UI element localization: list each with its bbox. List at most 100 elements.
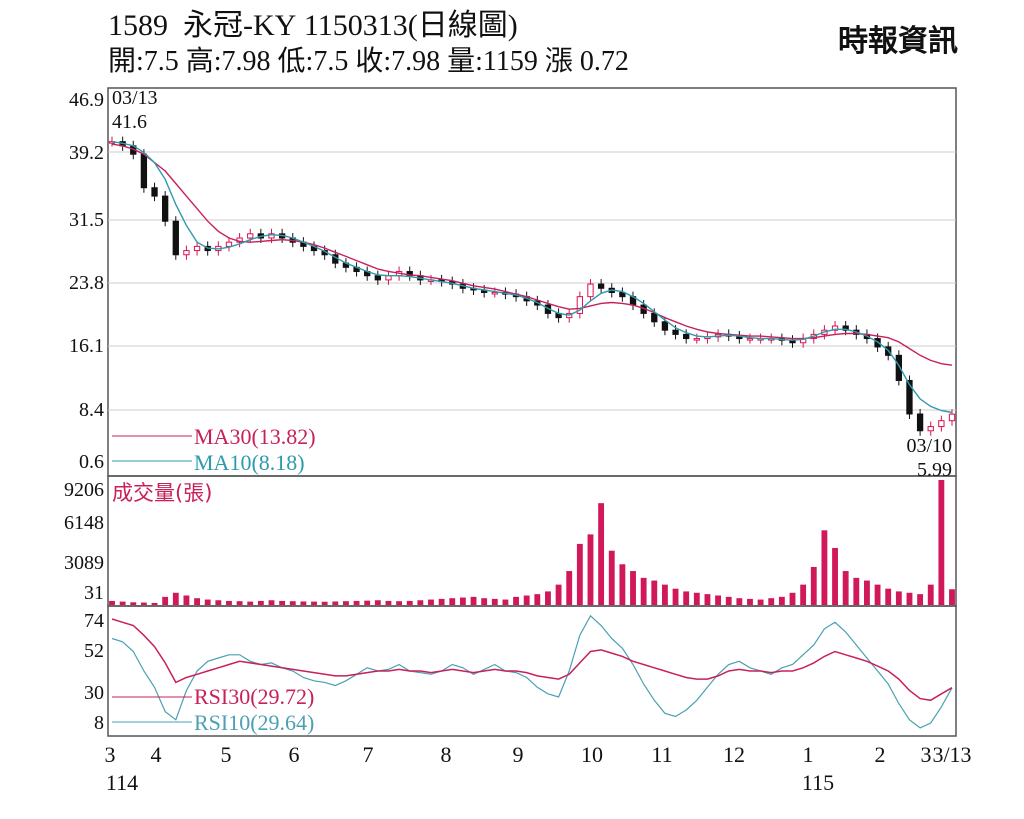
volume-bar <box>938 480 945 605</box>
volume-bar <box>800 584 807 605</box>
volume-bar <box>576 543 583 605</box>
volume-bar <box>438 598 445 605</box>
volume-bar <box>885 588 892 605</box>
volume-bar <box>810 566 817 605</box>
volume-bar <box>226 600 232 605</box>
volume-bar <box>491 598 498 605</box>
candle-body <box>587 283 594 298</box>
volume-bar <box>364 600 371 605</box>
volume-bar <box>353 600 360 605</box>
price-tick: 31.5 <box>69 209 104 231</box>
volume-bar <box>396 601 403 605</box>
candle-body <box>172 220 179 256</box>
candle-body <box>491 291 498 295</box>
candle-body <box>151 187 158 197</box>
volume-bar <box>672 588 679 605</box>
candle-body <box>916 413 924 432</box>
candle-body <box>906 379 913 415</box>
chart-date: 1150313(日線圖) <box>303 9 518 42</box>
price-tick: 23.8 <box>69 272 104 294</box>
volume-bar <box>640 577 647 605</box>
x-month-label: 12 <box>723 742 745 767</box>
ohlc-stats: 開:7.5 高:7.98 低:7.5 收:7.98 量:1159 漲 0.72 <box>108 46 629 77</box>
candle-body <box>938 420 945 428</box>
chart-header: 1589 永冠-KY 1150313(日線圖) 開:7.5 高:7.98 低:7… <box>108 8 629 80</box>
price-tick: 46.9 <box>69 89 104 111</box>
x-year-label: 114 <box>106 770 138 795</box>
volume-bar <box>874 584 881 605</box>
volume-bar <box>332 601 339 605</box>
volume-bar <box>927 584 934 605</box>
rsi-panel-frame <box>107 605 957 737</box>
candle-body <box>597 283 605 289</box>
volume-bar <box>151 602 158 605</box>
high-value-label: 41.6 <box>112 111 147 133</box>
candle-body <box>406 271 413 277</box>
volume-bar <box>545 591 551 605</box>
rsi10-legend: RSI10(29.64) <box>194 710 314 735</box>
volume-bar <box>704 594 711 605</box>
candle-body <box>183 250 190 256</box>
candle-body <box>895 354 902 381</box>
volume-bar <box>374 600 381 605</box>
x-month-label: 3/13 <box>932 742 971 767</box>
volume-bar <box>257 600 264 605</box>
ma30-legend: MA30(13.82) <box>194 424 316 449</box>
volume-bar <box>321 601 328 605</box>
candle-body <box>374 275 381 281</box>
volume-bar <box>821 530 828 605</box>
candle-body <box>842 325 849 331</box>
x-month-label: 7 <box>363 742 374 767</box>
rsi-tick: 52 <box>84 640 104 662</box>
volume-bar <box>608 550 615 605</box>
candle-body <box>948 413 956 422</box>
rsi-tick: 74 <box>84 610 104 632</box>
volume-bar <box>481 598 488 605</box>
volume-bar <box>778 596 785 605</box>
volume-bar <box>715 595 721 605</box>
low-date-label: 03/10 <box>906 435 952 457</box>
volume-bar <box>172 592 179 605</box>
x-month-label: 3 <box>105 742 116 767</box>
candle-body <box>831 325 839 331</box>
volume-bar <box>449 598 456 605</box>
volume-bar <box>417 600 424 605</box>
volume-bar <box>470 596 477 605</box>
candle-body <box>268 233 275 239</box>
volume-bar <box>895 591 902 605</box>
volume-bar <box>130 602 137 605</box>
candle-body <box>247 233 254 239</box>
rsi30-legend: RSI30(29.72) <box>194 684 314 709</box>
volume-bar <box>236 601 243 605</box>
volume-tick: 3089 <box>64 552 104 574</box>
volume-bar <box>725 596 732 605</box>
volume-bar <box>183 595 190 605</box>
volume-bar <box>406 600 413 605</box>
volume-bar <box>842 571 849 605</box>
ma10-legend: MA10(8.18) <box>194 450 305 475</box>
volume-bar <box>247 601 254 605</box>
volume-bar <box>428 599 434 605</box>
volume-bar <box>651 580 658 605</box>
candle-body <box>225 241 233 247</box>
candle-body <box>162 195 169 222</box>
volume-bar <box>523 595 530 605</box>
volume-bar <box>555 584 562 605</box>
volume-bar <box>194 598 200 605</box>
volume-bar <box>502 599 509 605</box>
volume-bar <box>949 589 955 605</box>
volume-bar <box>683 591 690 605</box>
volume-bar <box>864 580 870 605</box>
volume-bar <box>566 571 573 605</box>
volume-bar <box>162 596 169 605</box>
volume-bar <box>119 601 126 605</box>
volume-bar <box>630 571 636 605</box>
volume-bar <box>311 601 317 605</box>
volume-bar <box>693 592 700 605</box>
x-year-label: 115 <box>802 770 834 795</box>
price-panel-frame <box>107 87 957 477</box>
ma10-line <box>111 140 953 414</box>
volume-bar <box>768 598 775 605</box>
volume-bar <box>300 601 307 605</box>
